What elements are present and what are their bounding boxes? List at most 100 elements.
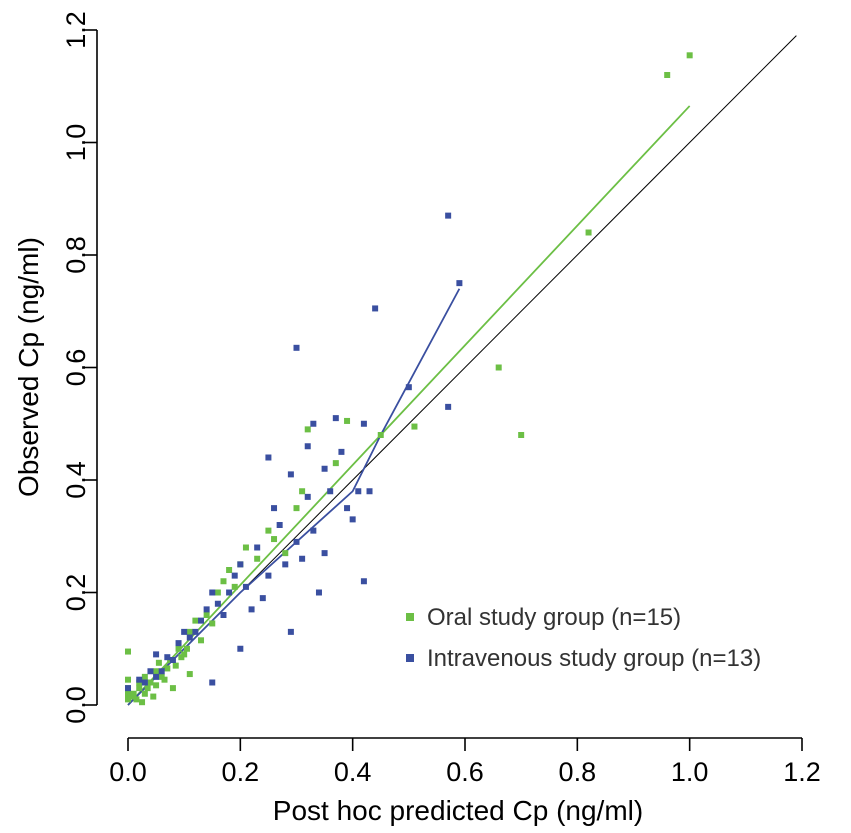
oral-point bbox=[150, 693, 157, 700]
iv-point bbox=[315, 589, 322, 596]
iv-point bbox=[372, 305, 379, 312]
oral-point bbox=[161, 676, 168, 683]
iv-point bbox=[344, 505, 351, 512]
iv-point bbox=[304, 493, 311, 500]
oral-point bbox=[242, 544, 249, 551]
iv-point bbox=[456, 280, 463, 287]
iv-point bbox=[226, 589, 233, 596]
oral-point bbox=[220, 578, 227, 585]
oral-point bbox=[585, 229, 592, 236]
legend-iv-marker bbox=[406, 654, 414, 662]
oral-point bbox=[153, 668, 160, 675]
iv-point bbox=[125, 685, 131, 692]
y-tick-label: 0.8 bbox=[61, 236, 91, 274]
iv-point bbox=[299, 555, 306, 562]
x-tick-label: 1.2 bbox=[783, 757, 821, 787]
legend-iv-label: Intravenous study group (n=13) bbox=[427, 645, 761, 672]
oral-point bbox=[192, 617, 199, 624]
iv-point bbox=[141, 679, 148, 686]
iv-point bbox=[242, 583, 249, 590]
iv-point bbox=[287, 628, 294, 635]
iv-point bbox=[445, 212, 452, 219]
oral-point bbox=[304, 426, 311, 433]
iv-point bbox=[153, 673, 160, 680]
iv-point bbox=[254, 544, 261, 551]
iv-point bbox=[169, 657, 176, 663]
oral-point bbox=[144, 685, 151, 692]
oral-point bbox=[125, 676, 131, 683]
iv-point bbox=[203, 606, 210, 613]
iv-point bbox=[287, 471, 294, 478]
y-tick-label: 0.4 bbox=[61, 461, 91, 499]
oral-point bbox=[299, 488, 306, 495]
iv-point bbox=[304, 443, 311, 450]
iv-point bbox=[327, 488, 334, 495]
x-tick-label: 0.8 bbox=[559, 757, 597, 787]
oral-point bbox=[136, 685, 143, 692]
iv-point bbox=[360, 578, 367, 585]
iv-point bbox=[181, 628, 188, 635]
oral-point bbox=[181, 651, 188, 658]
oral-point bbox=[518, 432, 525, 438]
oral-point bbox=[153, 682, 160, 689]
legend: Oral study group (n=15) Intravenous study… bbox=[406, 604, 761, 672]
oral-point bbox=[214, 589, 221, 596]
y-tick-label: 0.0 bbox=[61, 686, 91, 724]
iv-point bbox=[237, 561, 244, 568]
oral-point bbox=[271, 536, 278, 543]
iv-point bbox=[220, 612, 227, 618]
iv-point bbox=[355, 488, 362, 495]
iv-point bbox=[214, 600, 221, 607]
iv-point bbox=[237, 645, 244, 652]
iv-point bbox=[321, 550, 328, 557]
oral-point bbox=[172, 662, 179, 669]
oral-point bbox=[183, 645, 190, 652]
iv-point bbox=[282, 561, 289, 568]
iv-point bbox=[231, 572, 238, 579]
oral-point bbox=[147, 679, 154, 686]
iv-point bbox=[248, 606, 255, 613]
oral-point bbox=[141, 673, 148, 680]
oral-point bbox=[664, 72, 671, 78]
axes: 0.0 0.2 0.4 0.6 0.8 1.0 1.2 0.0 0.2 0.4 0.6 0.8 1.0 1… bbox=[61, 11, 821, 787]
iv-point bbox=[349, 516, 356, 523]
oral-point bbox=[686, 52, 693, 59]
points bbox=[125, 52, 693, 706]
y-tick-label: 1.0 bbox=[61, 124, 91, 162]
iv-point bbox=[332, 415, 339, 422]
oral-point bbox=[198, 637, 205, 644]
y-tick-label: 0.2 bbox=[61, 574, 91, 612]
oral-point bbox=[164, 665, 171, 672]
iv-point bbox=[265, 454, 272, 461]
x-axis-title: Post hoc predicted Cp (ng/ml) bbox=[273, 795, 643, 826]
oral-point bbox=[265, 527, 272, 534]
iv-point bbox=[293, 538, 300, 545]
iv-point bbox=[198, 617, 205, 624]
x-tick-label: 0.2 bbox=[222, 757, 260, 787]
iv-point bbox=[147, 668, 154, 675]
iv-point bbox=[192, 628, 199, 635]
oral-point bbox=[495, 364, 502, 371]
oral-point bbox=[139, 699, 146, 706]
x-tick-label: 0.6 bbox=[446, 757, 484, 787]
x-tick-label: 0.0 bbox=[109, 757, 147, 787]
y-axis-title: Observed Cp (ng/ml) bbox=[13, 237, 44, 497]
oral-point bbox=[411, 423, 418, 430]
iv-point bbox=[259, 595, 266, 602]
oral-point bbox=[169, 685, 176, 692]
legend-oral-label: Oral study group (n=15) bbox=[427, 604, 681, 631]
iv-point bbox=[186, 634, 193, 641]
iv-point bbox=[209, 679, 216, 686]
iv-point bbox=[271, 505, 278, 512]
oral-point bbox=[344, 417, 351, 424]
oral-point bbox=[226, 567, 233, 573]
oral-point bbox=[155, 659, 162, 666]
iv-point bbox=[405, 384, 412, 391]
iv-point bbox=[310, 527, 317, 534]
x-tick-label: 1.0 bbox=[671, 757, 709, 787]
legend-oral-marker bbox=[406, 613, 414, 621]
iv-point bbox=[321, 465, 328, 472]
oral-point bbox=[175, 645, 182, 652]
iv-point bbox=[445, 403, 452, 410]
